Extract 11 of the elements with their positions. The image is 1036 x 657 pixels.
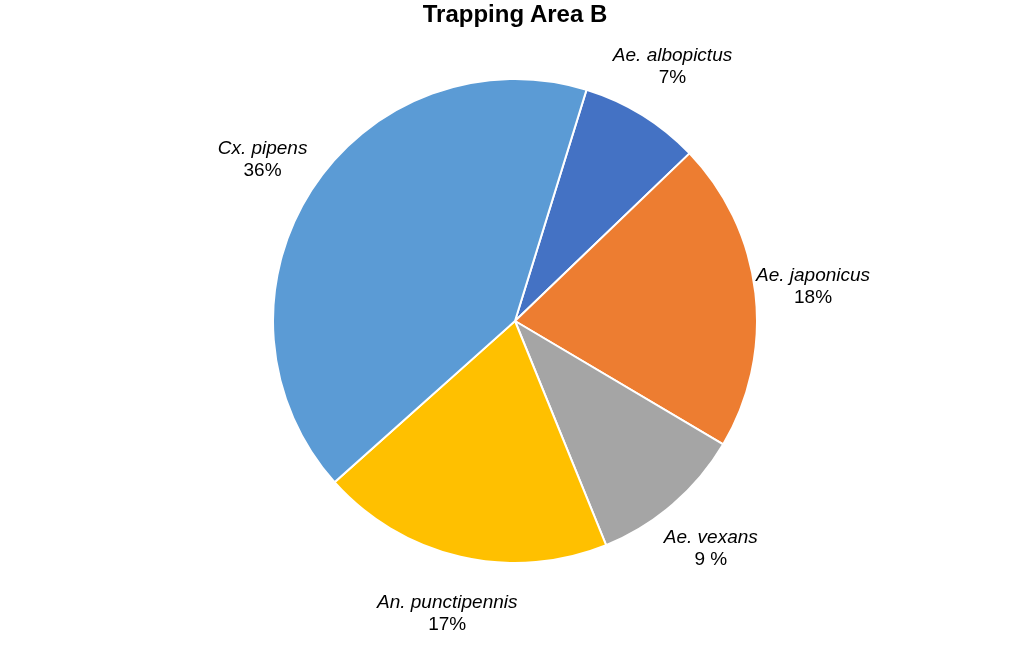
slice-label: Ae. albopictus <box>611 43 733 65</box>
slice-label: Ae. japonicus <box>754 264 871 286</box>
slice-label: Cx. pipens <box>217 136 308 158</box>
data-label: 18% <box>793 286 833 308</box>
data-label: 36% <box>243 158 282 180</box>
data-label: 7% <box>658 65 687 87</box>
chart-title: Trapping Area B <box>422 0 608 27</box>
data-label: 17% <box>428 613 467 635</box>
slice-label: Ae. vexans <box>662 526 759 548</box>
data-label: 9 % <box>694 548 728 570</box>
slice-label: An. punctipennis <box>376 591 518 613</box>
